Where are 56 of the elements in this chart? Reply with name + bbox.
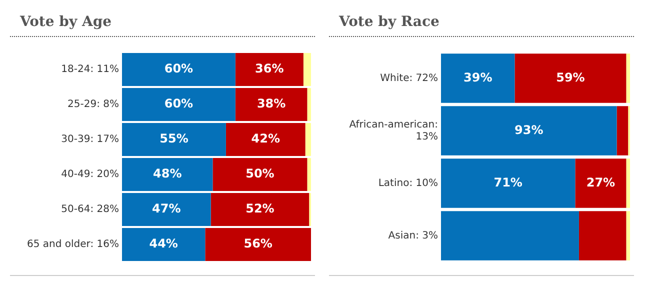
bar: [626, 158, 630, 208]
data-label: 59%: [556, 70, 585, 84]
bar: [626, 211, 630, 260]
data-label: 52%: [246, 202, 274, 216]
bar: [307, 158, 311, 191]
bar: [235, 88, 308, 121]
chart-title: Vote by Age: [10, 6, 315, 37]
bar: [122, 88, 236, 121]
data-label: 56%: [244, 236, 272, 251]
bar: [578, 211, 626, 260]
data-label: 60%: [164, 96, 194, 111]
data-label: 38%: [256, 96, 286, 111]
bar: [616, 106, 628, 156]
data-label: 48%: [152, 166, 182, 181]
bar: [305, 123, 311, 156]
bar: [303, 53, 311, 86]
y-tick-label: 65 and older: 16%: [26, 239, 119, 250]
data-label: 36%: [255, 62, 284, 76]
bar: [626, 54, 630, 103]
bar: [307, 88, 311, 121]
bar: [122, 123, 226, 156]
bar: [441, 211, 579, 260]
bar: [575, 158, 626, 208]
y-tick-label: 25-29: 8%: [68, 99, 119, 110]
y-tick-label: 40-49: 20%: [61, 169, 119, 180]
bar: [205, 228, 311, 261]
bar: [122, 193, 211, 226]
bar: [122, 53, 236, 86]
data-label: 27%: [586, 175, 616, 190]
y-tick-label: 50-64: 28%: [61, 204, 119, 216]
bar: [235, 53, 304, 86]
chart-title: Vote by Race: [329, 6, 634, 37]
data-label: 39%: [463, 70, 492, 84]
data-label: 60%: [164, 62, 194, 76]
data-label: 44%: [149, 236, 178, 251]
bar: [210, 193, 310, 226]
y-tick-label: Latino: 10%: [378, 178, 438, 189]
data-label: 42%: [251, 132, 280, 146]
bar: [441, 54, 515, 103]
bar: [441, 158, 576, 208]
bar: [212, 158, 308, 191]
y-tick-label: African-american: 13%: [349, 119, 438, 142]
y-tick-label: 30-39: 17%: [61, 134, 119, 146]
data-label: 47%: [152, 202, 181, 216]
bar: [514, 54, 626, 103]
y-tick-label: Asian: 3%: [388, 230, 438, 242]
y-tick-label: White: 72%: [380, 72, 438, 84]
bar: [122, 228, 206, 261]
data-label: 50%: [246, 166, 274, 181]
data-label: 55%: [160, 132, 188, 146]
y-tick-label: 18-24: 11%: [61, 64, 119, 76]
data-label: 71%: [494, 175, 522, 190]
bar: [122, 158, 213, 191]
bar: [226, 123, 306, 156]
bar: [441, 106, 617, 156]
data-label: 93%: [514, 122, 544, 137]
